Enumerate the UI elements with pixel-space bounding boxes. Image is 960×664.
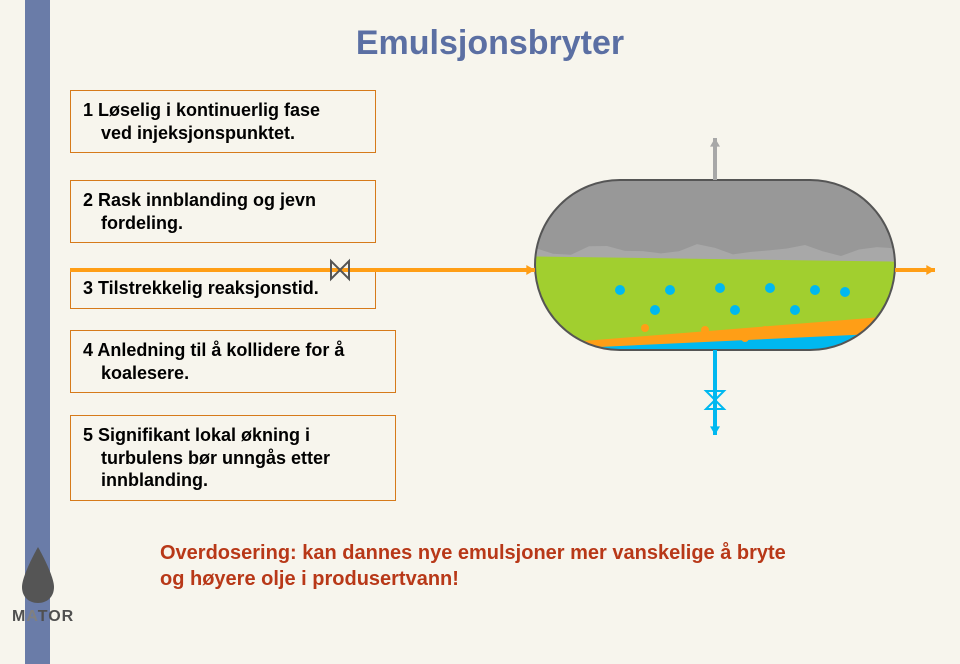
point-box-5: 5 Signifikant lokal økning iturbulens bø… [70,415,396,501]
logo-droplet-icon [18,545,58,605]
point-box-4: 4 Anledning til å kollidere for åkoalese… [70,330,396,393]
logo-text: MATOR [12,608,74,626]
slide-title: Emulsjonsbryter [70,24,910,63]
warning-text: Overdosering: kan dannes nye emulsjoner … [160,540,786,592]
point-box-1: 1 Løselig i kontinuerlig faseved injeksj… [70,90,376,153]
point-box-2: 2 Rask innblanding og jevnfordeling. [70,180,376,243]
separator-diagram [475,140,935,440]
